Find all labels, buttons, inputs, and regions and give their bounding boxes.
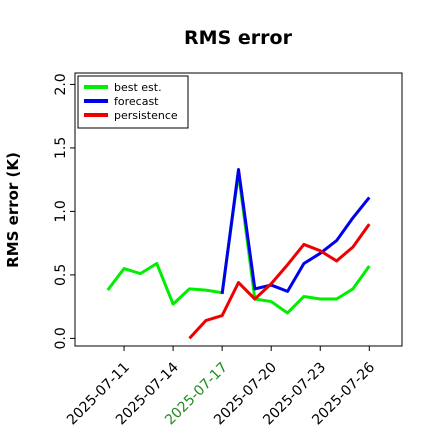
legend-label: persistence — [114, 109, 178, 122]
legend-label: best est. — [114, 81, 162, 94]
legend-label: forecast — [114, 95, 159, 108]
y-tick-label: 1.5 — [53, 137, 69, 159]
y-tick-label: 1.0 — [53, 200, 69, 222]
y-tick-label: 0.0 — [53, 327, 69, 349]
line-series — [220, 168, 371, 295]
plot-frame — [74, 72, 403, 347]
line-series — [188, 223, 371, 340]
chart-title: RMS error — [184, 27, 293, 49]
y-tick-label: 0.5 — [53, 264, 69, 286]
y-axis-label: RMS error (K) — [4, 152, 22, 268]
line-series — [106, 171, 371, 315]
y-tick-label: 2.0 — [53, 73, 69, 95]
